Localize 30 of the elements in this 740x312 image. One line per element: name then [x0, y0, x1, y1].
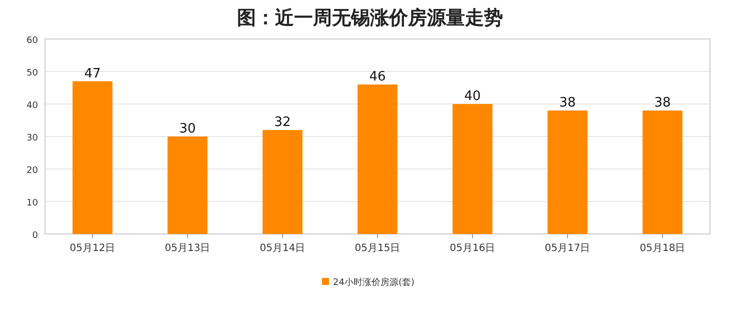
bar — [168, 136, 208, 234]
x-tick-label: 05月13日 — [164, 243, 210, 254]
data-label: 38 — [654, 96, 671, 110]
legend-label: 24小时涨价房源(套) — [333, 277, 414, 288]
y-tick-label: 60 — [26, 36, 38, 46]
y-tick-label: 40 — [26, 101, 38, 111]
x-tick-label: 05月15日 — [354, 243, 400, 254]
data-label: 47 — [84, 66, 101, 82]
x-tick-label: 05月16日 — [450, 243, 496, 254]
y-tick-label: 50 — [26, 68, 38, 78]
bar — [72, 81, 112, 234]
data-label: 40 — [464, 89, 481, 104]
x-tick-label: 05月18日 — [640, 243, 686, 254]
chart-title: 图：近一周无锡涨价房源量走势 — [237, 7, 503, 29]
bar — [262, 130, 302, 234]
y-tick-label: 20 — [26, 166, 38, 176]
bar — [548, 110, 588, 234]
x-tick-label: 05月14日 — [260, 243, 306, 254]
y-tick-label: 30 — [26, 134, 38, 144]
y-tick-label: 0 — [32, 231, 38, 241]
y-tick-label: 10 — [26, 198, 38, 208]
data-label: 38 — [559, 96, 576, 110]
data-label: 32 — [274, 115, 291, 130]
bar — [452, 104, 492, 234]
bar — [358, 84, 398, 234]
x-tick-label: 05月17日 — [544, 243, 590, 254]
x-tick-label: 05月12日 — [70, 243, 116, 254]
data-label: 30 — [179, 122, 196, 136]
bar — [642, 110, 682, 234]
data-label: 46 — [369, 70, 386, 84]
